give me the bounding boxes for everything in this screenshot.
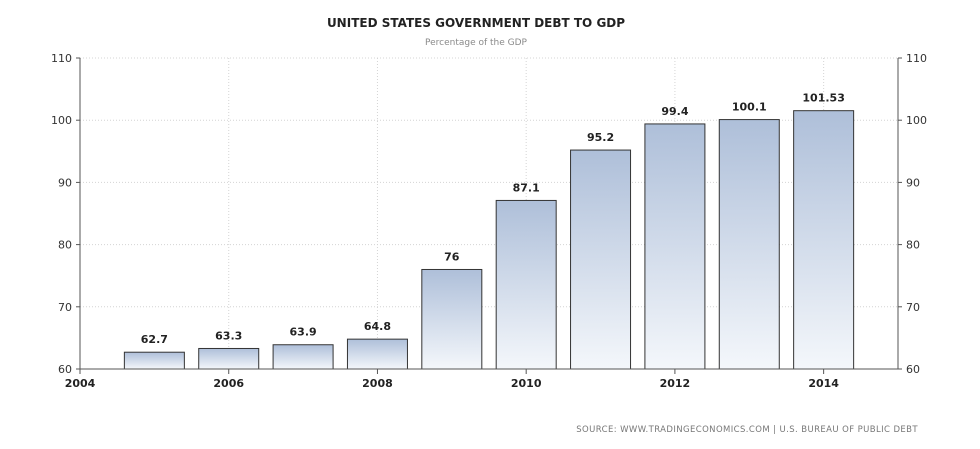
bar-2009 (421, 268, 483, 370)
y-tick-label-left: 110 (51, 52, 72, 65)
x-tick-label: 2010 (511, 377, 542, 390)
y-tick-label-right: 60 (906, 363, 920, 376)
bar-2013 (718, 119, 780, 370)
bar-2007 (272, 344, 334, 370)
chart-title: UNITED STATES GOVERNMENT DEBT TO GDP (327, 16, 625, 30)
y-tick-label-left: 60 (58, 363, 72, 376)
data-labels: 62.7 63.3 63.9 64.8 76 87.1 95.2 99.4 100.1 101.5… (141, 92, 845, 347)
x-tick-label: 2006 (213, 377, 244, 390)
bar-2008 (346, 338, 408, 370)
x-tick-label: 2004 (65, 377, 96, 390)
bar-2014 (793, 110, 855, 370)
data-label-2010: 87.1 (513, 181, 540, 194)
bar-2012 (644, 123, 706, 370)
data-label-2011: 95.2 (587, 131, 614, 144)
bar-2011 (570, 149, 632, 370)
y-tick-label-right: 90 (906, 176, 920, 189)
y-tick-label-left: 70 (58, 301, 72, 314)
y-tick-label-right: 110 (906, 52, 927, 65)
bars (123, 110, 855, 370)
data-label-2008: 64.8 (364, 320, 391, 333)
y-tick-label-left: 90 (58, 176, 72, 189)
x-tick-label: 2012 (660, 377, 691, 390)
data-label-2009: 76 (444, 250, 460, 263)
y-tick-label-left: 100 (51, 114, 72, 127)
data-label-2007: 63.9 (290, 326, 317, 339)
axes: 60 60 70 70 80 80 90 90 100 100 110 110 2004 2006 2008… (51, 52, 927, 390)
y-tick-label-right: 100 (906, 114, 927, 127)
bar-2006 (198, 347, 260, 370)
data-label-2013: 100.1 (732, 101, 767, 114)
y-tick-label-right: 70 (906, 301, 920, 314)
x-tick-label: 2014 (808, 377, 839, 390)
y-tick-label-right: 80 (906, 239, 920, 252)
data-label-2014: 101.53 (802, 92, 844, 105)
x-tick-label: 2008 (362, 377, 393, 390)
source-text: SOURCE: WWW.TRADINGECONOMICS.COM | U.S. … (576, 425, 918, 435)
data-label-2006: 63.3 (215, 329, 242, 342)
bar-2010 (495, 199, 557, 370)
chart-subtitle: Percentage of the GDP (425, 38, 528, 48)
bar-2005 (123, 351, 185, 370)
data-label-2012: 99.4 (661, 105, 688, 118)
data-label-2005: 62.7 (141, 333, 168, 346)
y-tick-label-left: 80 (58, 239, 72, 252)
